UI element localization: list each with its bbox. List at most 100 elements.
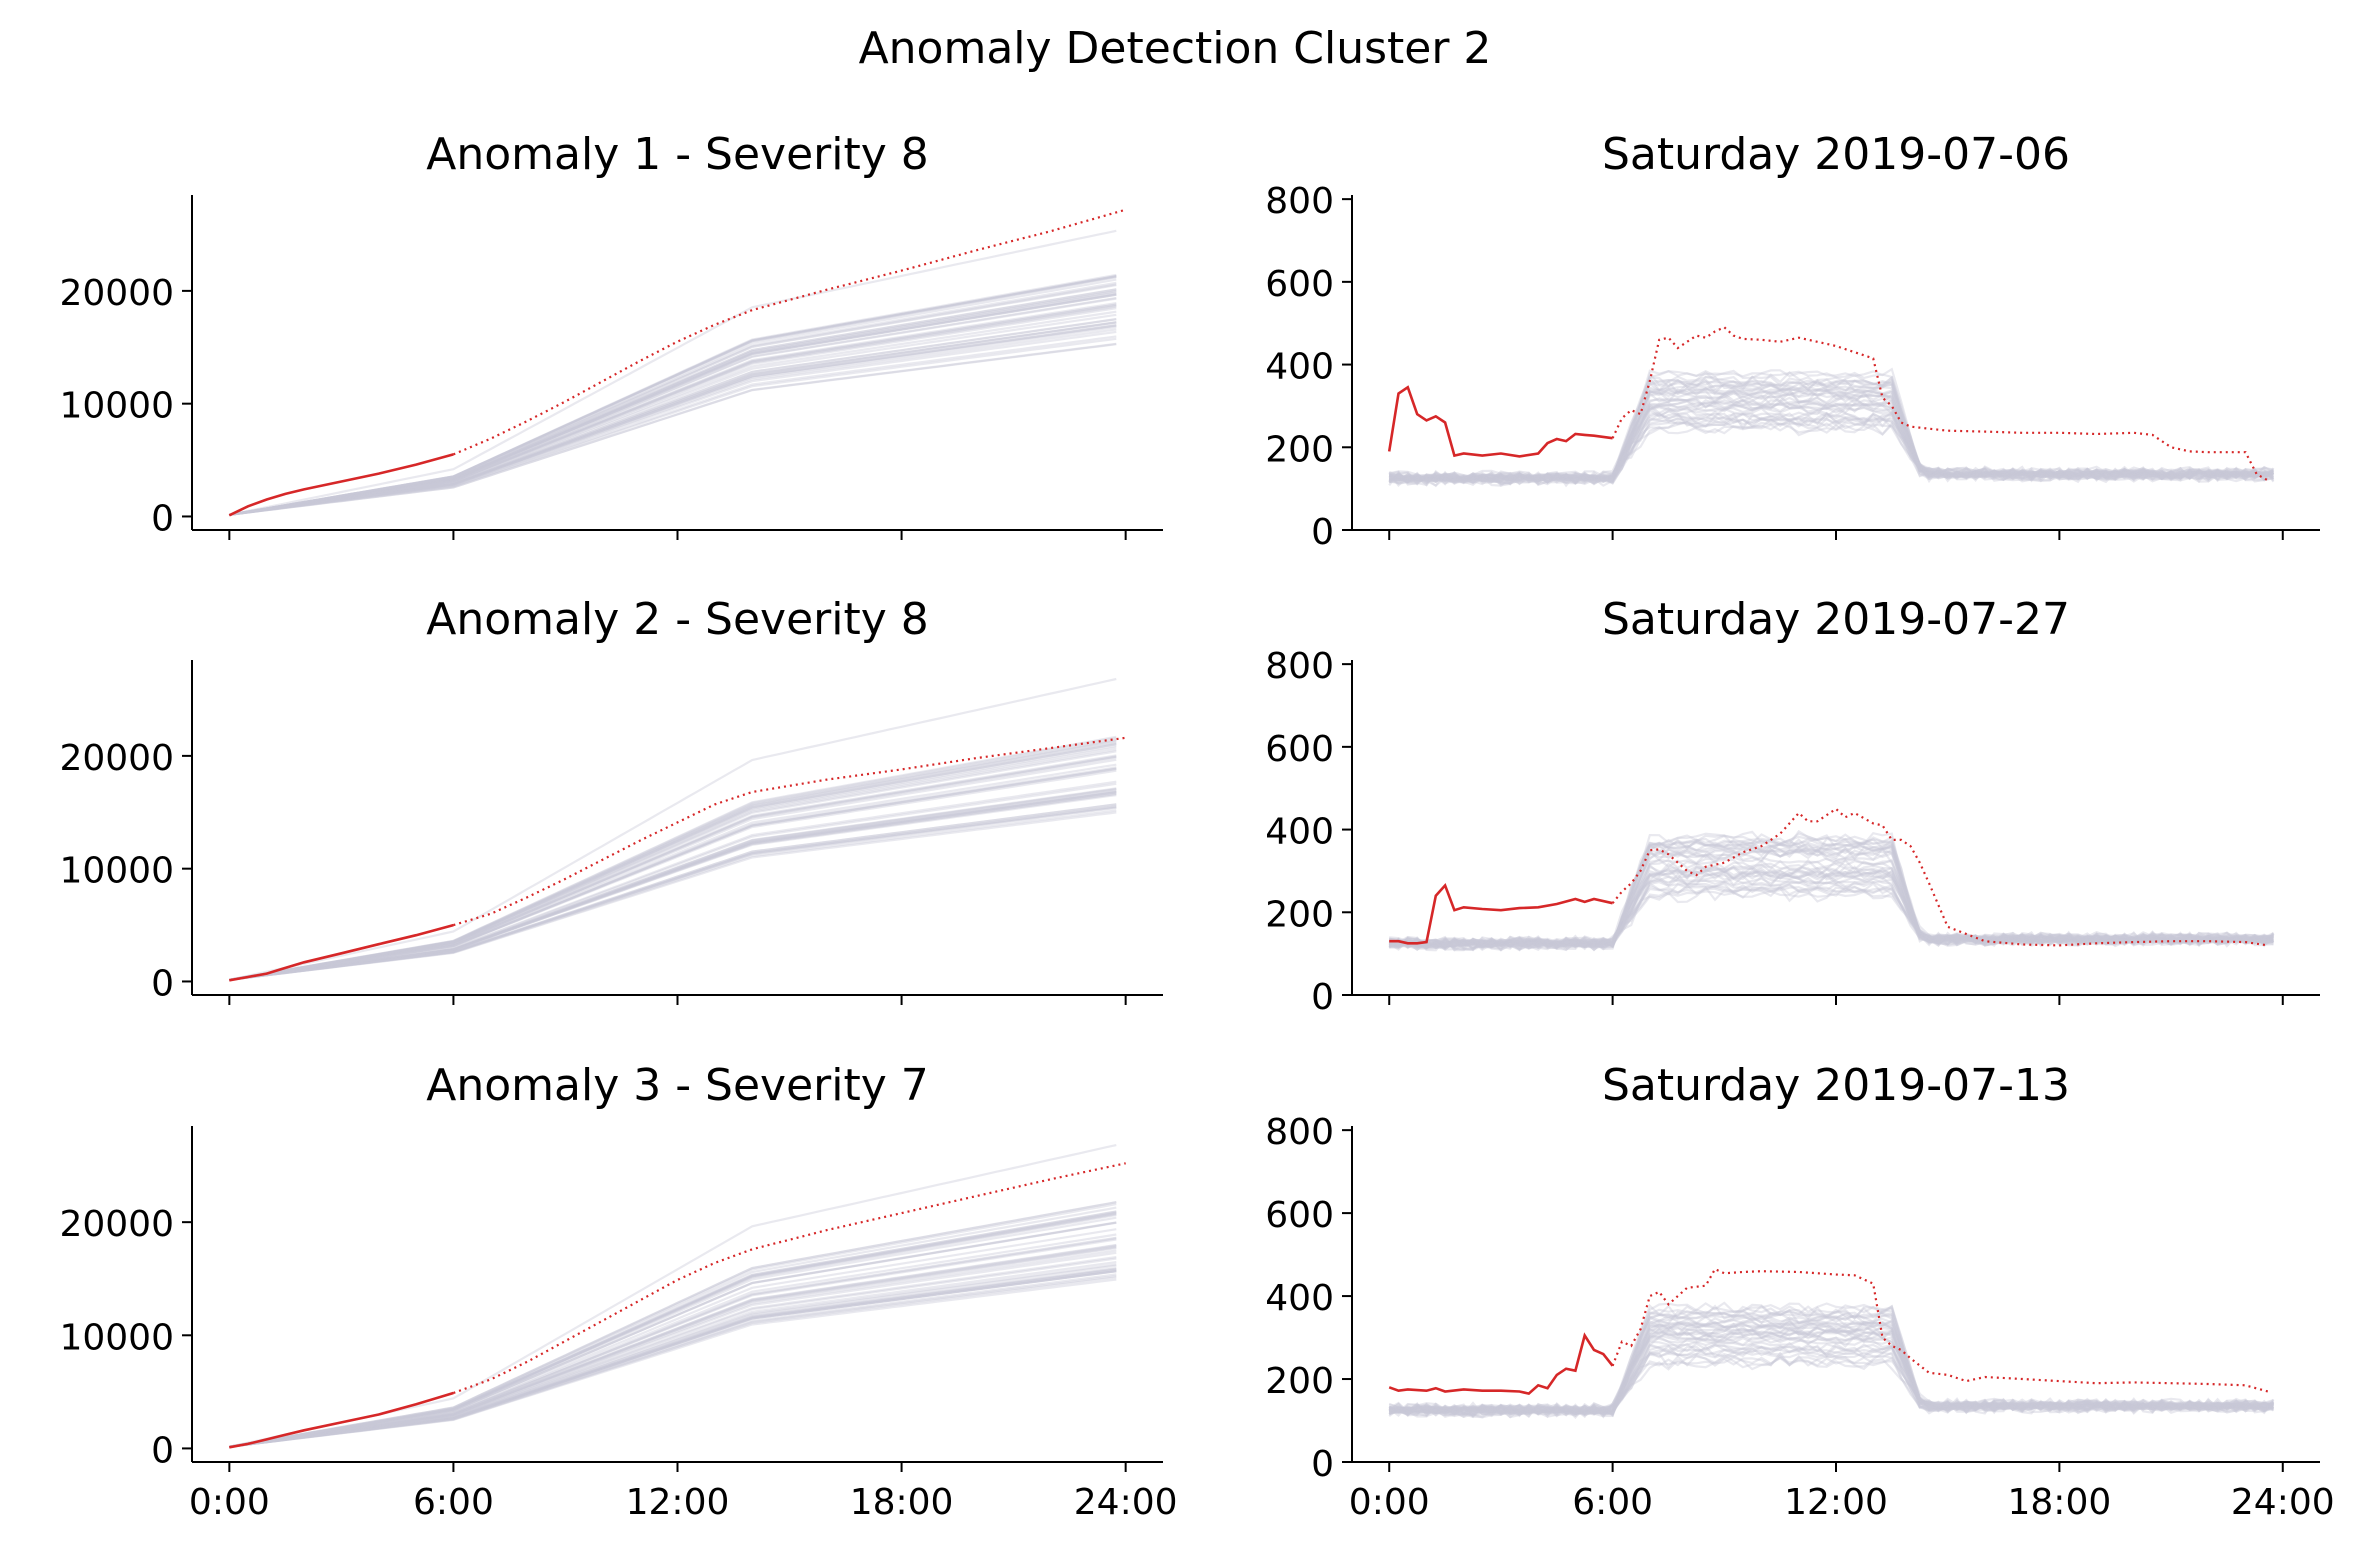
background-day-line (1389, 1348, 2274, 1416)
background-day-line (229, 791, 1117, 981)
background-days (229, 1144, 1117, 1448)
background-day-line (1389, 386, 2274, 485)
background-day-line (229, 278, 1117, 516)
background-day-line (229, 325, 1117, 516)
background-day-line (229, 307, 1117, 516)
background-day-line (229, 1210, 1117, 1448)
background-day-line (229, 1251, 1117, 1448)
background-day-line (1389, 865, 2274, 949)
subplot-title: Saturday 2019-07-27 (1602, 594, 2070, 645)
background-day-line (1388, 393, 2274, 484)
y-tick-label: 400 (1265, 812, 1334, 853)
x-tick-label: 24:00 (2231, 1482, 2335, 1523)
background-day-line (1388, 408, 2274, 486)
background-day-line (1388, 842, 2274, 949)
background-day-line (229, 1244, 1117, 1448)
background-day-line (1389, 1315, 2274, 1417)
subplot-title: Anomaly 2 - Severity 8 (426, 594, 929, 645)
y-tick-label: 400 (1265, 1278, 1334, 1319)
background-day-line (1388, 1328, 2274, 1417)
subplot-cumulative-1: Anomaly 1 - Severity 8 0 10000 20000 (59, 129, 1163, 540)
background-day-line (1388, 1342, 2275, 1417)
background-day-line (1388, 1310, 2274, 1415)
x-tick-label: 0:00 (1349, 1482, 1430, 1523)
background-day-line (1389, 375, 2275, 486)
background-day-line (229, 290, 1117, 516)
background-day-line (1389, 1341, 2274, 1416)
background-day-line (1389, 1325, 2274, 1416)
background-day-line (229, 293, 1117, 516)
background-day-line (229, 303, 1117, 516)
subplot-cumulative-3: Anomaly 3 - Severity 7 0 10000 20000 0:00 6:0… (59, 1060, 1177, 1523)
background-day-line (1388, 369, 2274, 484)
anomaly-projected-line (452, 208, 1127, 456)
subplot-title: Saturday 2019-07-13 (1602, 1060, 2070, 1111)
background-day-line (229, 767, 1117, 981)
background-day-line (1388, 1304, 2275, 1419)
background-day-line (1389, 411, 2275, 485)
background-day-line (1389, 1344, 2274, 1417)
y-tick-label: 800 (1265, 1112, 1334, 1153)
background-day-line (229, 321, 1117, 516)
background-days (229, 677, 1117, 981)
anomaly-projected-line (453, 1162, 1126, 1395)
background-day-line (229, 736, 1117, 981)
background-day-line (229, 809, 1117, 981)
background-day-line (1388, 1329, 2274, 1415)
background-day-line (229, 811, 1117, 981)
background-day-line (229, 1211, 1117, 1448)
background-day-line (229, 1263, 1117, 1448)
background-day-line (1388, 379, 2274, 486)
background-day-line (229, 1221, 1117, 1448)
background-day-line (229, 343, 1117, 516)
background-day-line (229, 274, 1117, 516)
background-day-line (229, 275, 1117, 516)
background-day-line (1389, 397, 2275, 485)
background-day-line (1388, 1344, 2274, 1415)
anomaly-observed-line (1389, 882, 1613, 945)
background-day-line (229, 275, 1117, 516)
background-day-line (229, 297, 1117, 516)
background-day-line (1388, 1308, 2275, 1419)
background-day-line (229, 790, 1117, 981)
background-day-line (229, 293, 1117, 516)
background-day-line (229, 755, 1117, 981)
background-day-line (1388, 370, 2274, 487)
background-day-line (229, 1246, 1117, 1448)
background-day-line (229, 1278, 1117, 1448)
x-tick-label: 6:00 (1572, 1482, 1653, 1523)
background-day-line (229, 1237, 1117, 1448)
background-day-line (229, 769, 1117, 981)
background-day-line (1388, 845, 2274, 951)
y-tick-label: 200 (1265, 894, 1334, 935)
background-day-line (229, 740, 1117, 981)
background-day-line (1388, 1319, 2274, 1415)
background-day-line (1389, 420, 2274, 484)
background-day-line (229, 1249, 1117, 1448)
background-day-line (1389, 1312, 2274, 1415)
background-day-line (229, 1270, 1117, 1448)
background-day-line (1389, 378, 2274, 483)
background-day-line (1389, 886, 2274, 947)
x-tick-label: 24:00 (1074, 1482, 1178, 1523)
background-day-line (229, 750, 1117, 981)
background-day-line (229, 324, 1117, 516)
background-day-line (1389, 846, 2274, 949)
background-day-line (1388, 834, 2275, 949)
background-day-line (1388, 1321, 2274, 1415)
background-day-line (229, 805, 1117, 981)
background-day-line (1389, 848, 2274, 951)
x-tick-label: 18:00 (2008, 1482, 2112, 1523)
background-day-line (1388, 421, 2275, 484)
background-day-line (1388, 843, 2274, 948)
background-day-line (1389, 391, 2274, 482)
y-tick-label: 20000 (59, 738, 174, 779)
background-day-line (229, 1238, 1117, 1448)
background-day-line (229, 803, 1117, 981)
background-day-line (229, 791, 1117, 981)
background-day-line (229, 794, 1117, 981)
background-day-line (229, 321, 1117, 516)
background-day-line (1389, 367, 2274, 484)
background-day-line (1389, 388, 2274, 482)
background-day-line (1388, 401, 2275, 484)
